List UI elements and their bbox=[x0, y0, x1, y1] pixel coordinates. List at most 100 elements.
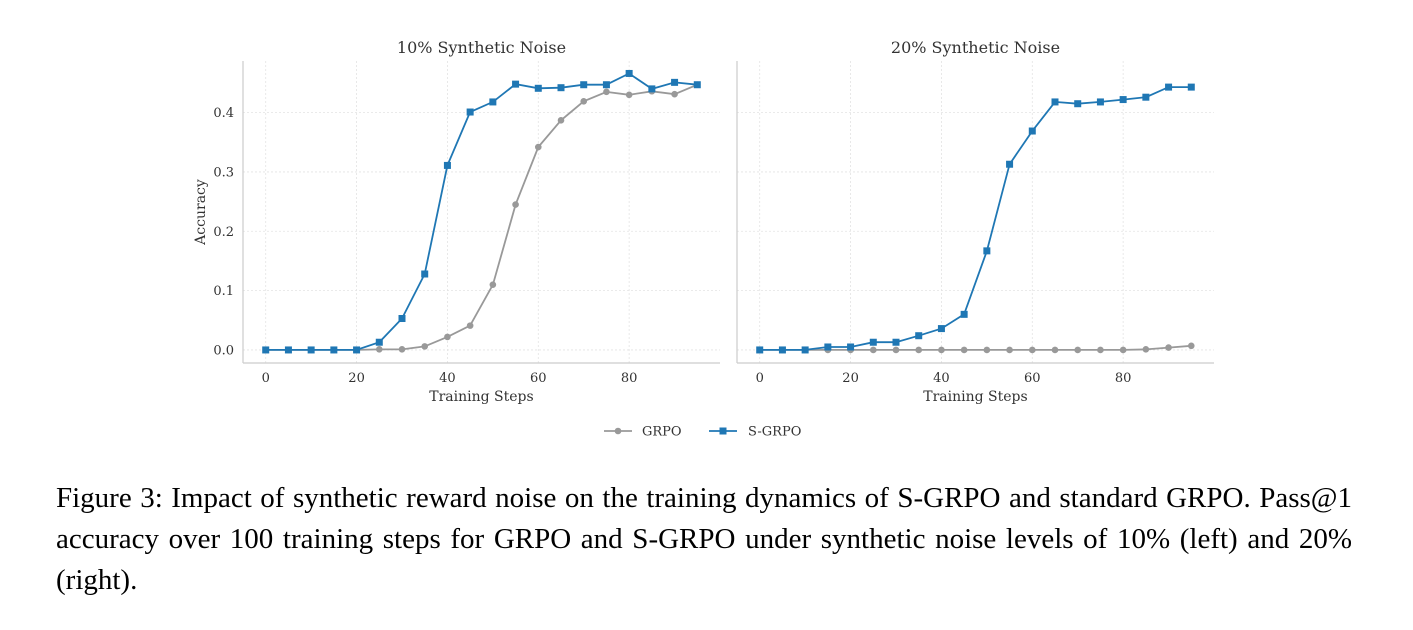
data-point bbox=[801, 346, 809, 354]
data-point bbox=[960, 346, 968, 354]
y-tick-label: 0.2 bbox=[213, 225, 234, 240]
data-point bbox=[1165, 83, 1173, 91]
data-point bbox=[671, 90, 678, 98]
series-grpo bbox=[756, 342, 1195, 354]
y-axis-label: Accuracy bbox=[193, 179, 209, 246]
data-point bbox=[307, 346, 315, 354]
x-tick-label: 20 bbox=[348, 371, 365, 386]
data-point bbox=[937, 325, 945, 333]
data-point bbox=[489, 98, 497, 106]
series-s-grpo bbox=[756, 83, 1195, 354]
legend-label: S-GRPO bbox=[748, 425, 801, 440]
y-tick-label: 0.3 bbox=[213, 165, 234, 180]
data-point bbox=[398, 315, 406, 323]
series-line bbox=[759, 344, 1192, 351]
data-point bbox=[1096, 98, 1104, 106]
data-point bbox=[869, 346, 877, 354]
x-tick-label: 80 bbox=[621, 371, 638, 386]
data-point bbox=[1142, 93, 1150, 101]
data-point bbox=[915, 346, 923, 354]
data-point bbox=[444, 333, 451, 341]
series-line bbox=[265, 83, 698, 351]
data-point bbox=[466, 108, 474, 116]
data-point bbox=[1165, 344, 1172, 351]
data-point bbox=[1006, 346, 1013, 354]
figure-caption: Figure 3: Impact of synthetic reward noi… bbox=[56, 482, 1352, 596]
data-point bbox=[557, 117, 565, 124]
data-point bbox=[915, 332, 923, 340]
data-point bbox=[824, 343, 832, 351]
data-point bbox=[603, 88, 610, 96]
data-point bbox=[489, 281, 497, 288]
data-point bbox=[1028, 127, 1036, 135]
data-point bbox=[262, 346, 270, 354]
data-point bbox=[580, 98, 588, 105]
data-point bbox=[1119, 346, 1127, 354]
data-point bbox=[1187, 342, 1195, 350]
data-point bbox=[847, 343, 855, 351]
data-point bbox=[1028, 346, 1036, 354]
figure: 10% Synthetic Noise 0 20 40 60 80 0.0 0.1 0.2 0.3… bbox=[193, 38, 1214, 440]
data-point bbox=[1051, 346, 1059, 354]
legend: GRPO S-GRPO bbox=[604, 425, 801, 440]
data-point bbox=[330, 346, 338, 354]
data-point bbox=[892, 338, 900, 346]
data-point bbox=[1187, 83, 1195, 91]
panel-20pct-noise: 20% Synthetic Noise 0 20 40 60 80 Training Ste… bbox=[736, 38, 1214, 405]
data-point bbox=[512, 80, 520, 88]
x-tick-label: 20 bbox=[842, 371, 859, 386]
data-point bbox=[1051, 98, 1059, 106]
y-tick-label: 0.0 bbox=[213, 343, 234, 358]
x-tick-label: 80 bbox=[1115, 371, 1132, 386]
y-tick-label: 0.1 bbox=[213, 284, 234, 299]
data-point bbox=[375, 338, 383, 346]
data-point bbox=[398, 346, 406, 353]
legend-marker bbox=[614, 427, 622, 435]
panel-title: 10% Synthetic Noise bbox=[397, 38, 566, 57]
data-point bbox=[892, 346, 900, 354]
data-point bbox=[648, 85, 656, 93]
panel-title: 20% Synthetic Noise bbox=[891, 38, 1060, 57]
y-tick-label: 0.4 bbox=[213, 106, 234, 121]
data-point bbox=[938, 346, 945, 354]
data-point bbox=[284, 346, 292, 354]
data-point bbox=[778, 346, 786, 354]
data-point bbox=[1119, 96, 1127, 104]
data-point bbox=[557, 84, 565, 92]
data-point bbox=[534, 143, 542, 151]
data-point bbox=[625, 91, 633, 99]
data-point bbox=[960, 310, 968, 318]
data-point bbox=[1074, 346, 1082, 354]
series-grpo bbox=[262, 81, 701, 354]
data-point bbox=[375, 346, 383, 353]
legend-marker bbox=[719, 427, 727, 435]
data-point bbox=[983, 346, 991, 354]
legend-item-grpo: GRPO bbox=[604, 425, 682, 440]
data-point bbox=[443, 161, 451, 169]
x-tick-label: 0 bbox=[756, 371, 764, 386]
data-point bbox=[625, 69, 633, 77]
data-point bbox=[421, 343, 429, 350]
data-point bbox=[1097, 346, 1104, 354]
x-tick-label: 40 bbox=[439, 371, 456, 386]
data-point bbox=[1074, 100, 1082, 108]
data-point bbox=[869, 338, 877, 346]
panel-10pct-noise: 10% Synthetic Noise 0 20 40 60 80 0.0 0.1 0.2 0.3… bbox=[193, 38, 720, 405]
data-point bbox=[1142, 346, 1150, 353]
data-point bbox=[671, 78, 679, 86]
data-point bbox=[693, 81, 701, 89]
series-line bbox=[759, 86, 1192, 351]
data-point bbox=[466, 322, 474, 329]
series-s-grpo bbox=[262, 69, 701, 354]
data-point bbox=[1006, 160, 1014, 168]
legend-label: GRPO bbox=[642, 425, 682, 440]
x-tick-label: 60 bbox=[530, 371, 547, 386]
data-point bbox=[983, 247, 991, 255]
data-point bbox=[756, 346, 764, 354]
x-axis-label: Training Steps bbox=[923, 389, 1027, 405]
x-tick-label: 0 bbox=[262, 371, 270, 386]
x-tick-label: 60 bbox=[1024, 371, 1041, 386]
data-point bbox=[534, 84, 542, 92]
legend-item-s-grpo: S-GRPO bbox=[709, 425, 801, 440]
data-point bbox=[580, 81, 588, 89]
